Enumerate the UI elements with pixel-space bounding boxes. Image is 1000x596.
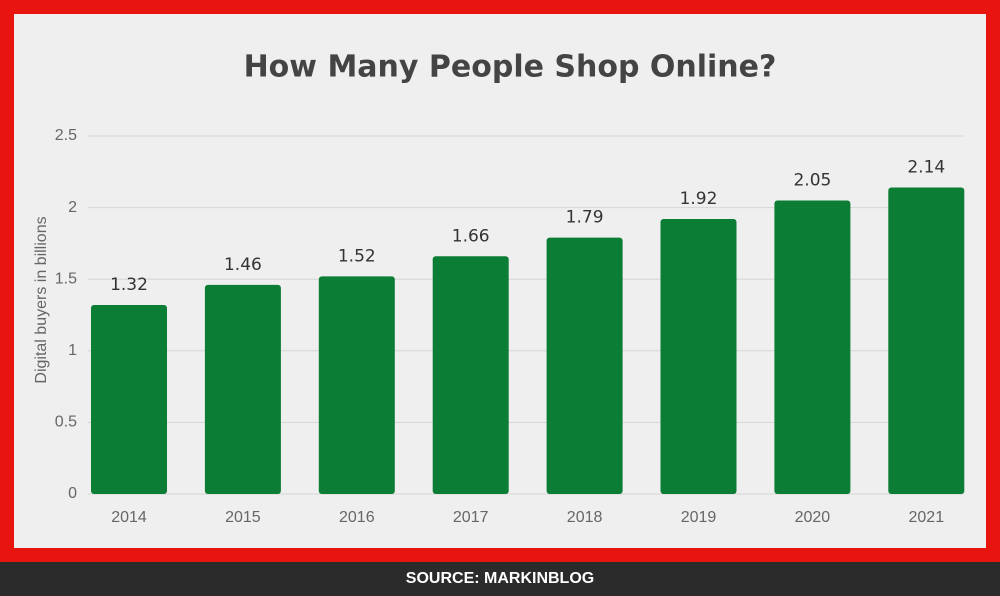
y-tick-label: 1.5: [55, 270, 77, 287]
source: SOURCE: MARKINBLOG: [406, 570, 594, 587]
y-tick-label: 1: [68, 342, 77, 359]
y-tick-label: 0.5: [55, 414, 77, 431]
bar: [546, 237, 623, 494]
chart-title: How Many People Shop Online?: [244, 50, 777, 85]
x-tick-label: 2017: [453, 509, 489, 526]
bar: [660, 219, 737, 494]
bar: [888, 187, 965, 494]
bar: [432, 256, 509, 494]
x-tick-label: 2021: [909, 509, 945, 526]
bar: [91, 304, 167, 494]
x-tick-label: 2018: [567, 509, 603, 526]
y-axis-label: Digital buyers in billions: [33, 216, 50, 383]
value-label: 2.05: [793, 170, 831, 190]
x-tick-label: 2015: [225, 509, 261, 526]
value-label: 2.14: [907, 158, 945, 178]
x-tick-label: 2019: [681, 509, 717, 526]
value-label: 1.32: [110, 275, 148, 295]
y-tick-label: 0: [68, 485, 77, 502]
x-tick-label: 2014: [111, 509, 147, 526]
value-label: 1.66: [452, 226, 490, 246]
x-tick-label: 2016: [339, 509, 375, 526]
value-label: 1.46: [224, 255, 262, 275]
bar: [774, 200, 851, 494]
bar: [318, 276, 395, 494]
value-label: 1.52: [338, 246, 376, 266]
x-tick-label: 2020: [795, 509, 831, 526]
value-label: 1.79: [566, 208, 604, 228]
y-tick-label: 2: [68, 199, 77, 216]
value-label: 1.92: [680, 189, 718, 209]
y-tick-label: 2.5: [55, 127, 77, 144]
bar: [204, 284, 281, 494]
